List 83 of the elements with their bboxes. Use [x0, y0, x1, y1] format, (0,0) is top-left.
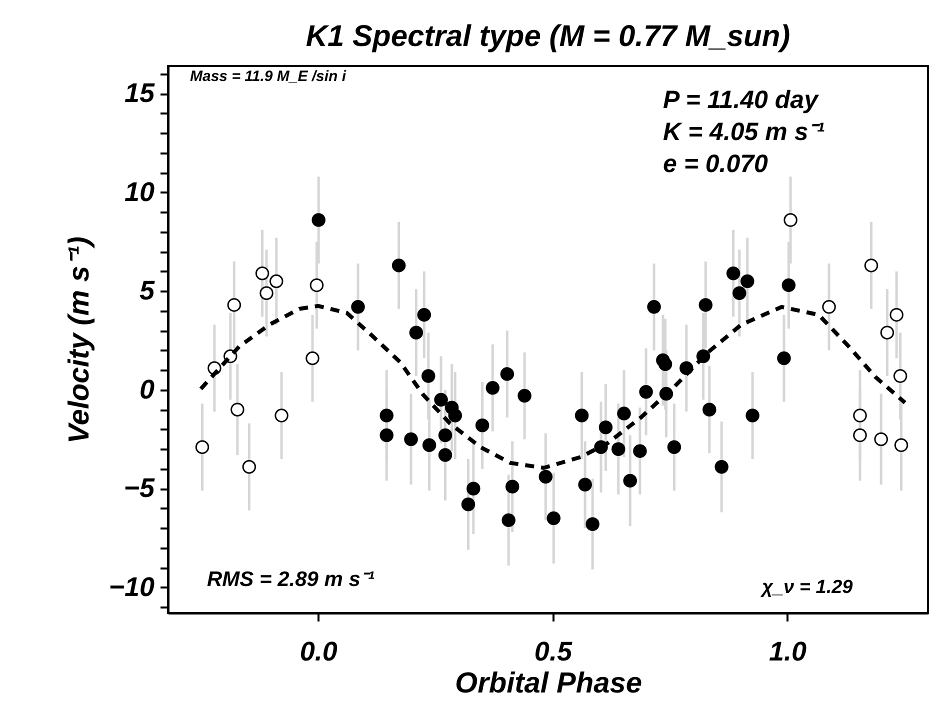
- point: [380, 408, 394, 422]
- point: [633, 444, 647, 458]
- annotation: P = 11.40 day: [663, 86, 820, 114]
- point: [242, 460, 256, 474]
- point: [255, 266, 270, 280]
- y-axis-title: Velocity (m s⁻¹): [64, 236, 96, 444]
- point: [894, 438, 908, 452]
- y-tick-label: 0: [139, 374, 154, 404]
- point: [538, 470, 553, 484]
- point: [409, 326, 424, 340]
- x-tick-label: 0.0: [300, 636, 338, 666]
- annotation: Mass = 11.9 M_E /sin i: [190, 68, 347, 85]
- point: [546, 511, 561, 526]
- point: [732, 286, 746, 300]
- point: [260, 286, 274, 300]
- point: [422, 438, 436, 452]
- point: [647, 300, 661, 314]
- point: [505, 480, 520, 494]
- annotation: RMS = 2.89 m s⁻¹: [207, 568, 374, 591]
- point: [269, 274, 284, 288]
- annotation: e = 0.070: [663, 150, 768, 178]
- point: [195, 440, 210, 454]
- point: [782, 278, 796, 292]
- point: [726, 266, 740, 280]
- point: [227, 298, 242, 312]
- point: [874, 432, 888, 446]
- point: [740, 274, 754, 288]
- point: [822, 300, 836, 314]
- x-tick-label: 0.5: [534, 636, 573, 666]
- point: [746, 408, 760, 422]
- point: [853, 408, 867, 422]
- point: [880, 326, 894, 340]
- point: [853, 428, 867, 442]
- point: [500, 367, 514, 381]
- point: [639, 384, 653, 399]
- point: [598, 420, 613, 434]
- point: [864, 258, 878, 272]
- point: [714, 460, 728, 474]
- point: [351, 300, 365, 314]
- point: [502, 513, 516, 528]
- point: [380, 428, 394, 442]
- point: [404, 432, 418, 446]
- point: [486, 381, 500, 395]
- point: [230, 402, 244, 416]
- point: [890, 308, 904, 322]
- point: [306, 351, 320, 366]
- point: [448, 408, 462, 422]
- x-tick-label: 1.0: [768, 636, 807, 666]
- point: [578, 478, 592, 492]
- point: [466, 482, 480, 496]
- point: [518, 388, 532, 403]
- point: [667, 440, 682, 454]
- point: [475, 418, 490, 432]
- point: [434, 392, 448, 407]
- point: [586, 517, 600, 531]
- point: [658, 357, 672, 372]
- annotation: K = 4.05 m s⁻¹: [663, 118, 826, 146]
- chart-title: K1 Spectral type (M = 0.77 M_sun): [306, 20, 790, 53]
- point: [461, 498, 476, 512]
- point: [702, 402, 716, 416]
- y-tick-label: 15: [124, 78, 156, 108]
- y-tick-label: 5: [139, 276, 156, 306]
- point: [893, 369, 908, 383]
- point: [438, 428, 452, 442]
- point: [417, 308, 432, 322]
- point: [421, 369, 436, 383]
- point: [438, 448, 452, 462]
- point: [623, 474, 637, 488]
- annotation: χ_ν = 1.29: [760, 577, 854, 598]
- y-tick-label: −10: [108, 572, 154, 602]
- y-tick-label: −5: [124, 473, 156, 504]
- point: [617, 406, 631, 420]
- point: [777, 351, 791, 366]
- y-tick-label: 10: [124, 176, 154, 207]
- point: [611, 442, 626, 456]
- point: [784, 213, 798, 227]
- point: [312, 213, 326, 227]
- point: [310, 278, 324, 292]
- point: [574, 408, 589, 422]
- x-axis-title: Orbital Phase: [455, 668, 642, 700]
- point: [274, 408, 288, 422]
- point: [392, 258, 406, 272]
- point: [698, 298, 713, 312]
